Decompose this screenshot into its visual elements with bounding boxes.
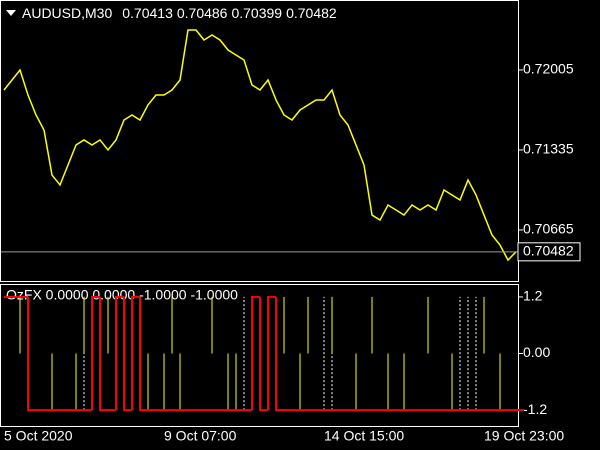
x-tick-label: 14 Oct 15:00: [324, 428, 404, 444]
x-tick-label: 9 Oct 07:00: [164, 428, 237, 444]
y-tick-label: 0.70665: [523, 221, 574, 237]
menu-triangle[interactable]: [6, 10, 16, 16]
indicator-title: OzFX 0.0000 0.0000 -1.0000 -1.0000: [6, 287, 238, 303]
main-frame: [0, 0, 519, 282]
x-tick-label: 19 Oct 23:00: [484, 428, 564, 444]
symbol: AUDUSD,M30: [22, 5, 112, 21]
current-price-box: [517, 242, 581, 262]
y-tick-label: 0.00: [523, 344, 550, 360]
trend-step: [251, 295, 260, 411]
trend-step: [123, 296, 132, 412]
current-price-label: 0.70482: [523, 243, 574, 259]
trend-step: [259, 296, 268, 412]
low: 0.70399: [231, 5, 282, 21]
symbol-title: AUDUSD,M30 0.70413 0.70486 0.70399 0.70482: [22, 5, 337, 21]
y-tick-label: 1.2: [523, 288, 543, 304]
high: 0.70486: [177, 5, 228, 21]
trend-step: [131, 295, 140, 411]
y-tick-label: -1.2: [523, 401, 547, 417]
y-tick-label: 0.72005: [523, 61, 574, 77]
indicator-frame: [0, 284, 519, 427]
trend-step: [139, 296, 148, 412]
trend-step: [91, 295, 100, 411]
trend-step: [267, 295, 276, 411]
y-tick-label: 0.71335: [523, 141, 574, 157]
trend-step: [27, 296, 36, 412]
trend-step: [99, 296, 108, 412]
open: 0.70413: [122, 5, 173, 21]
price-line: [3, 29, 517, 262]
trend-step: [115, 295, 124, 411]
x-tick-label: 5 Oct 2020: [4, 428, 73, 444]
trend-step: [275, 296, 284, 412]
close: 0.70482: [286, 5, 337, 21]
